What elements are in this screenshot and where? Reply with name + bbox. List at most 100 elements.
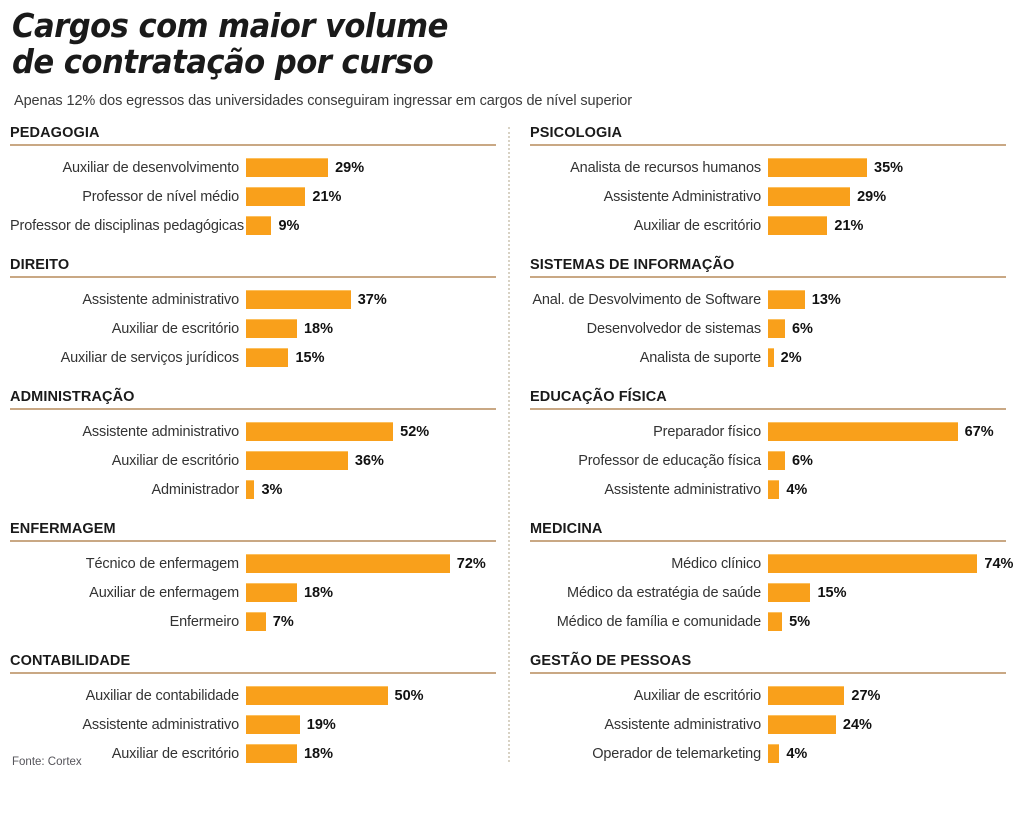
bar-label: Auxiliar de serviços jurídicos [60,349,240,366]
bar-track: 29% [768,187,1006,207]
chart-columns: PEDAGOGIA Auxiliar de desenvolvimento 29% P… [10,125,1014,768]
section-rule [530,276,1006,279]
bar-track: 36% [246,451,496,471]
bar-row: Médico da estratégia de saúde 15% [530,578,1006,607]
bar-row: Operador de telemarketing 4% [530,739,1006,768]
bar-label: Administrador [151,481,240,498]
bar [768,583,811,603]
bar-row: Auxiliar de escritório 21% [530,211,1006,240]
chart-section: ADMINISTRAÇÃO Assistente administrativo 52… [10,389,496,504]
chart-section: GESTÃO DE PESSOAS Auxiliar de escritório 2… [530,653,1006,768]
bar-row: Auxiliar de escritório 18% [10,739,496,768]
bar-row: Auxiliar de serviços jurídicos 15% [10,343,496,372]
bar [246,744,297,764]
bar-row: Professor de disciplinas pedagógicas 9% [10,211,496,240]
bar-row: Auxiliar de contabilidade 50% [10,681,496,710]
bar [246,216,272,236]
bar [768,187,851,207]
bar-track: 15% [768,583,1006,603]
bar-value: 15% [295,349,325,366]
bar-label: Auxiliar de escritório [111,452,239,469]
bar-track: 6% [768,319,1006,339]
bar-value: 24% [842,716,872,733]
bar [246,348,289,368]
chart-section: EDUCAÇÃO FÍSICA Preparador físico 67% Profe… [530,389,1006,504]
section-title: CONTABILIDADE [10,653,131,670]
bar-label: Técnico de enfermagem [85,555,239,572]
bar-track: 52% [246,422,496,442]
bar-track: 4% [768,744,1006,764]
bar-value: 37% [357,291,387,308]
chart-section: DIREITO Assistente administrativo 37% Auxil… [10,257,496,372]
section-title: ENFERMAGEM [10,521,116,538]
bar-value: 18% [303,584,333,601]
section-rule [530,540,1006,543]
chart-section: PSICOLOGIA Analista de recursos humanos 35… [530,125,1006,240]
page-subtitle: Apenas 12% dos egressos das universidade… [14,93,632,110]
bar [768,715,836,735]
bar-value: 9% [278,217,300,234]
bar-label: Médico da estratégia de saúde [567,584,761,601]
bar-value: 67% [964,423,994,440]
bar-value: 13% [811,291,841,308]
bar-label: Preparador físico [653,423,761,440]
section-title: PSICOLOGIA [530,125,623,142]
bar [246,187,306,207]
bar-track: 18% [246,319,496,339]
bar [246,422,394,442]
bar-value: 18% [303,745,333,762]
bar-value: 3% [261,481,283,498]
bar [768,422,958,442]
bar-track: 72% [246,554,496,574]
bar-row: Auxiliar de escritório 27% [530,681,1006,710]
bar-track: 9% [246,216,496,236]
bar-label: Médico clínico [671,555,761,572]
bar [246,686,388,706]
bar-track: 6% [768,451,1006,471]
bar-label: Auxiliar de enfermagem [89,584,239,601]
bar-label: Auxiliar de desenvolvimento [62,159,240,176]
section-title: ADMINISTRAÇÃO [10,389,135,406]
bar-row: Médico de família e comunidade 5% [530,607,1006,636]
section-title: DIREITO [10,257,70,274]
bar-row: Analista de recursos humanos 35% [530,153,1006,182]
bar-row: Desenvolvedor de sistemas 6% [530,314,1006,343]
bar-track: 3% [246,480,496,500]
bar-track: 74% [768,554,1013,574]
bar [246,554,450,574]
section-title: PEDAGOGIA [10,125,100,142]
bar [246,290,351,310]
bar-label: Assistente administrativo [604,716,761,733]
section-rule [10,408,496,411]
chart-section: ENFERMAGEM Técnico de enfermagem 72% Auxili… [10,521,496,636]
bar-label: Enfermeiro [169,613,240,630]
chart-column-left: PEDAGOGIA Auxiliar de desenvolvimento 29% P… [10,125,508,768]
chart-section: PEDAGOGIA Auxiliar de desenvolvimento 29% P… [10,125,496,240]
section-rule [10,144,496,147]
bar-track: 67% [768,422,1006,442]
bar-track: 5% [768,612,1006,632]
bar [246,319,297,339]
bar-row: Assistente administrativo 4% [530,475,1006,504]
bar-track: 27% [768,686,1006,706]
bar [768,480,780,500]
section-rule [530,408,1006,411]
bar-track: 21% [768,216,1006,236]
bar-value: 15% [817,584,847,601]
section-rule [530,144,1006,147]
bar [768,744,780,764]
bar-track: 24% [768,715,1006,735]
bar-label: Assistente Administrativo [603,188,762,205]
bar-row: Assistente administrativo 37% [10,285,496,314]
bar-row: Auxiliar de desenvolvimento 29% [10,153,496,182]
bar-label: Assistente administrativo [82,423,239,440]
bar-track: 7% [246,612,496,632]
section-rule [10,672,496,675]
bar-value: 7% [272,613,294,630]
bar-row: Técnico de enfermagem 72% [10,549,496,578]
source-note: Fonte: Cortex [12,756,82,768]
bar-track: 15% [246,348,496,368]
bar-label: Anal. de Desvolvimento de Software [532,291,761,308]
bar-track: 18% [246,583,496,603]
